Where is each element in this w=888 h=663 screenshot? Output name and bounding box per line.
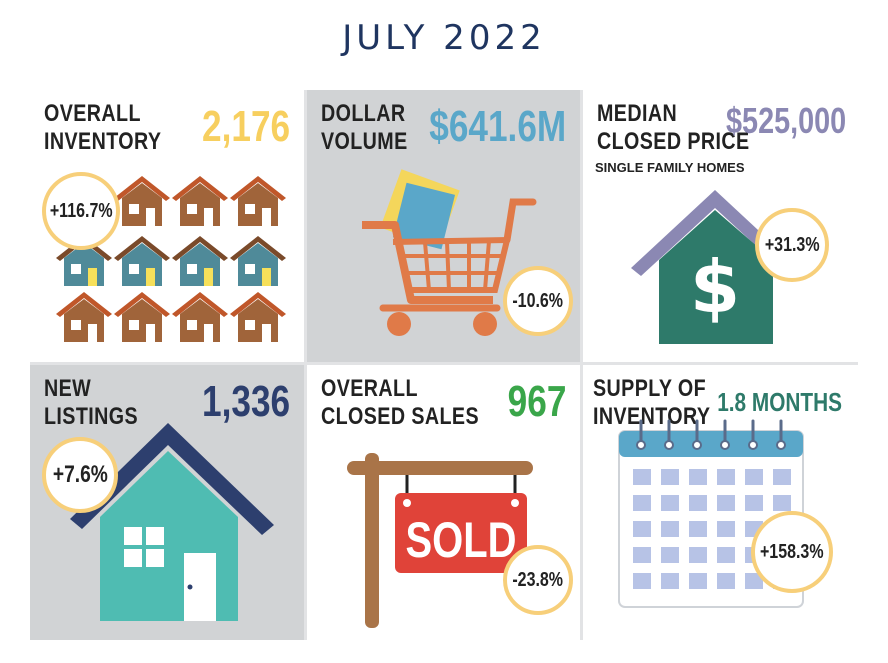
svg-text:$: $: [690, 245, 740, 329]
volume-panel: DOLLAR VOLUME $641.6M -10.6%: [307, 90, 580, 362]
new-listings-value: 1,336: [201, 377, 290, 426]
calendar-icon: [618, 419, 804, 608]
closed-sales-change: -23.8%: [512, 568, 564, 591]
inventory-panel: OVERALL INVENTORY 2,176 +116.7%: [30, 90, 304, 362]
inventory-label: OVERALL INVENTORY: [44, 100, 161, 156]
shopping-cart-icon: [362, 169, 537, 336]
house-icon: [70, 423, 274, 621]
closed-sales-label-line2: CLOSED SALES: [321, 403, 480, 430]
volume-change-badge: -10.6%: [503, 266, 573, 336]
supply-panel: SUPPLY OF INVENTORY 1.8 MONTHS +158.3%: [583, 365, 858, 640]
supply-label: SUPPLY OF INVENTORY: [593, 375, 710, 431]
small-house-icon: [114, 176, 170, 226]
median-price-sublabel: SINGLE FAMILY HOMES: [595, 160, 745, 175]
median-price-label: MEDIAN CLOSED PRICE: [597, 100, 750, 156]
volume-label-line1: DOLLAR: [321, 100, 406, 127]
houses-icon: [56, 176, 286, 342]
volume-label-line2: VOLUME: [321, 128, 408, 155]
small-house-icon: [172, 176, 228, 226]
small-house-icon: [230, 292, 286, 342]
new-listings-label-line1: NEW: [44, 375, 92, 402]
new-listings-panel: NEW LISTINGS 1,336 +7.6%: [30, 365, 304, 640]
small-house-icon: [114, 292, 170, 342]
median-price-change-badge: +31.3%: [755, 208, 829, 282]
supply-label-line1: SUPPLY OF: [593, 375, 707, 402]
small-house-icon: [114, 236, 170, 286]
volume-label: DOLLAR VOLUME: [321, 100, 408, 156]
small-house-icon: [172, 236, 228, 286]
new-listings-change-badge: +7.6%: [42, 437, 118, 513]
closed-sales-panel: OVERALL CLOSED SALES 967 SOLD -23.8%: [307, 365, 580, 640]
inventory-value: 2,176: [201, 102, 290, 151]
closed-sales-label: OVERALL CLOSED SALES: [321, 375, 479, 431]
supply-change: +158.3%: [760, 540, 824, 563]
small-house-icon: [172, 292, 228, 342]
volume-value: $641.6M: [429, 102, 566, 151]
sold-sign-text: SOLD: [405, 512, 516, 568]
closed-sales-label-line1: OVERALL: [321, 375, 418, 402]
supply-change-badge: +158.3%: [751, 511, 833, 593]
new-listings-change: +7.6%: [52, 461, 108, 488]
small-house-icon: [230, 176, 286, 226]
inventory-label-line2: INVENTORY: [44, 128, 162, 155]
small-house-icon: [56, 236, 112, 286]
median-price-panel: MEDIAN CLOSED PRICE SINGLE FAMILY HOMES …: [583, 90, 858, 362]
inventory-label-line1: OVERALL: [44, 100, 141, 127]
closed-sales-value: 967: [507, 377, 566, 426]
small-house-icon: [230, 236, 286, 286]
inventory-change: +116.7%: [49, 199, 113, 222]
page-title: JULY 2022: [342, 18, 546, 58]
new-listings-label: NEW LISTINGS: [44, 375, 138, 431]
volume-change: -10.6%: [512, 289, 564, 312]
median-price-value: $525,000: [725, 100, 846, 141]
inventory-change-badge: +116.7%: [42, 172, 120, 250]
sold-sign-icon: SOLD: [347, 453, 533, 628]
stats-grid: OVERALL INVENTORY 2,176 +116.7% DOLLAR V…: [30, 90, 858, 640]
closed-sales-change-badge: -23.8%: [503, 545, 573, 615]
median-price-label-line2: CLOSED PRICE: [597, 128, 750, 155]
small-house-icon: [56, 292, 112, 342]
median-price-change: +31.3%: [764, 233, 820, 256]
supply-value: 1.8 MONTHS: [717, 387, 842, 417]
new-listings-label-line2: LISTINGS: [44, 403, 139, 430]
supply-label-line2: INVENTORY: [593, 403, 711, 430]
median-price-label-line1: MEDIAN: [597, 100, 678, 127]
